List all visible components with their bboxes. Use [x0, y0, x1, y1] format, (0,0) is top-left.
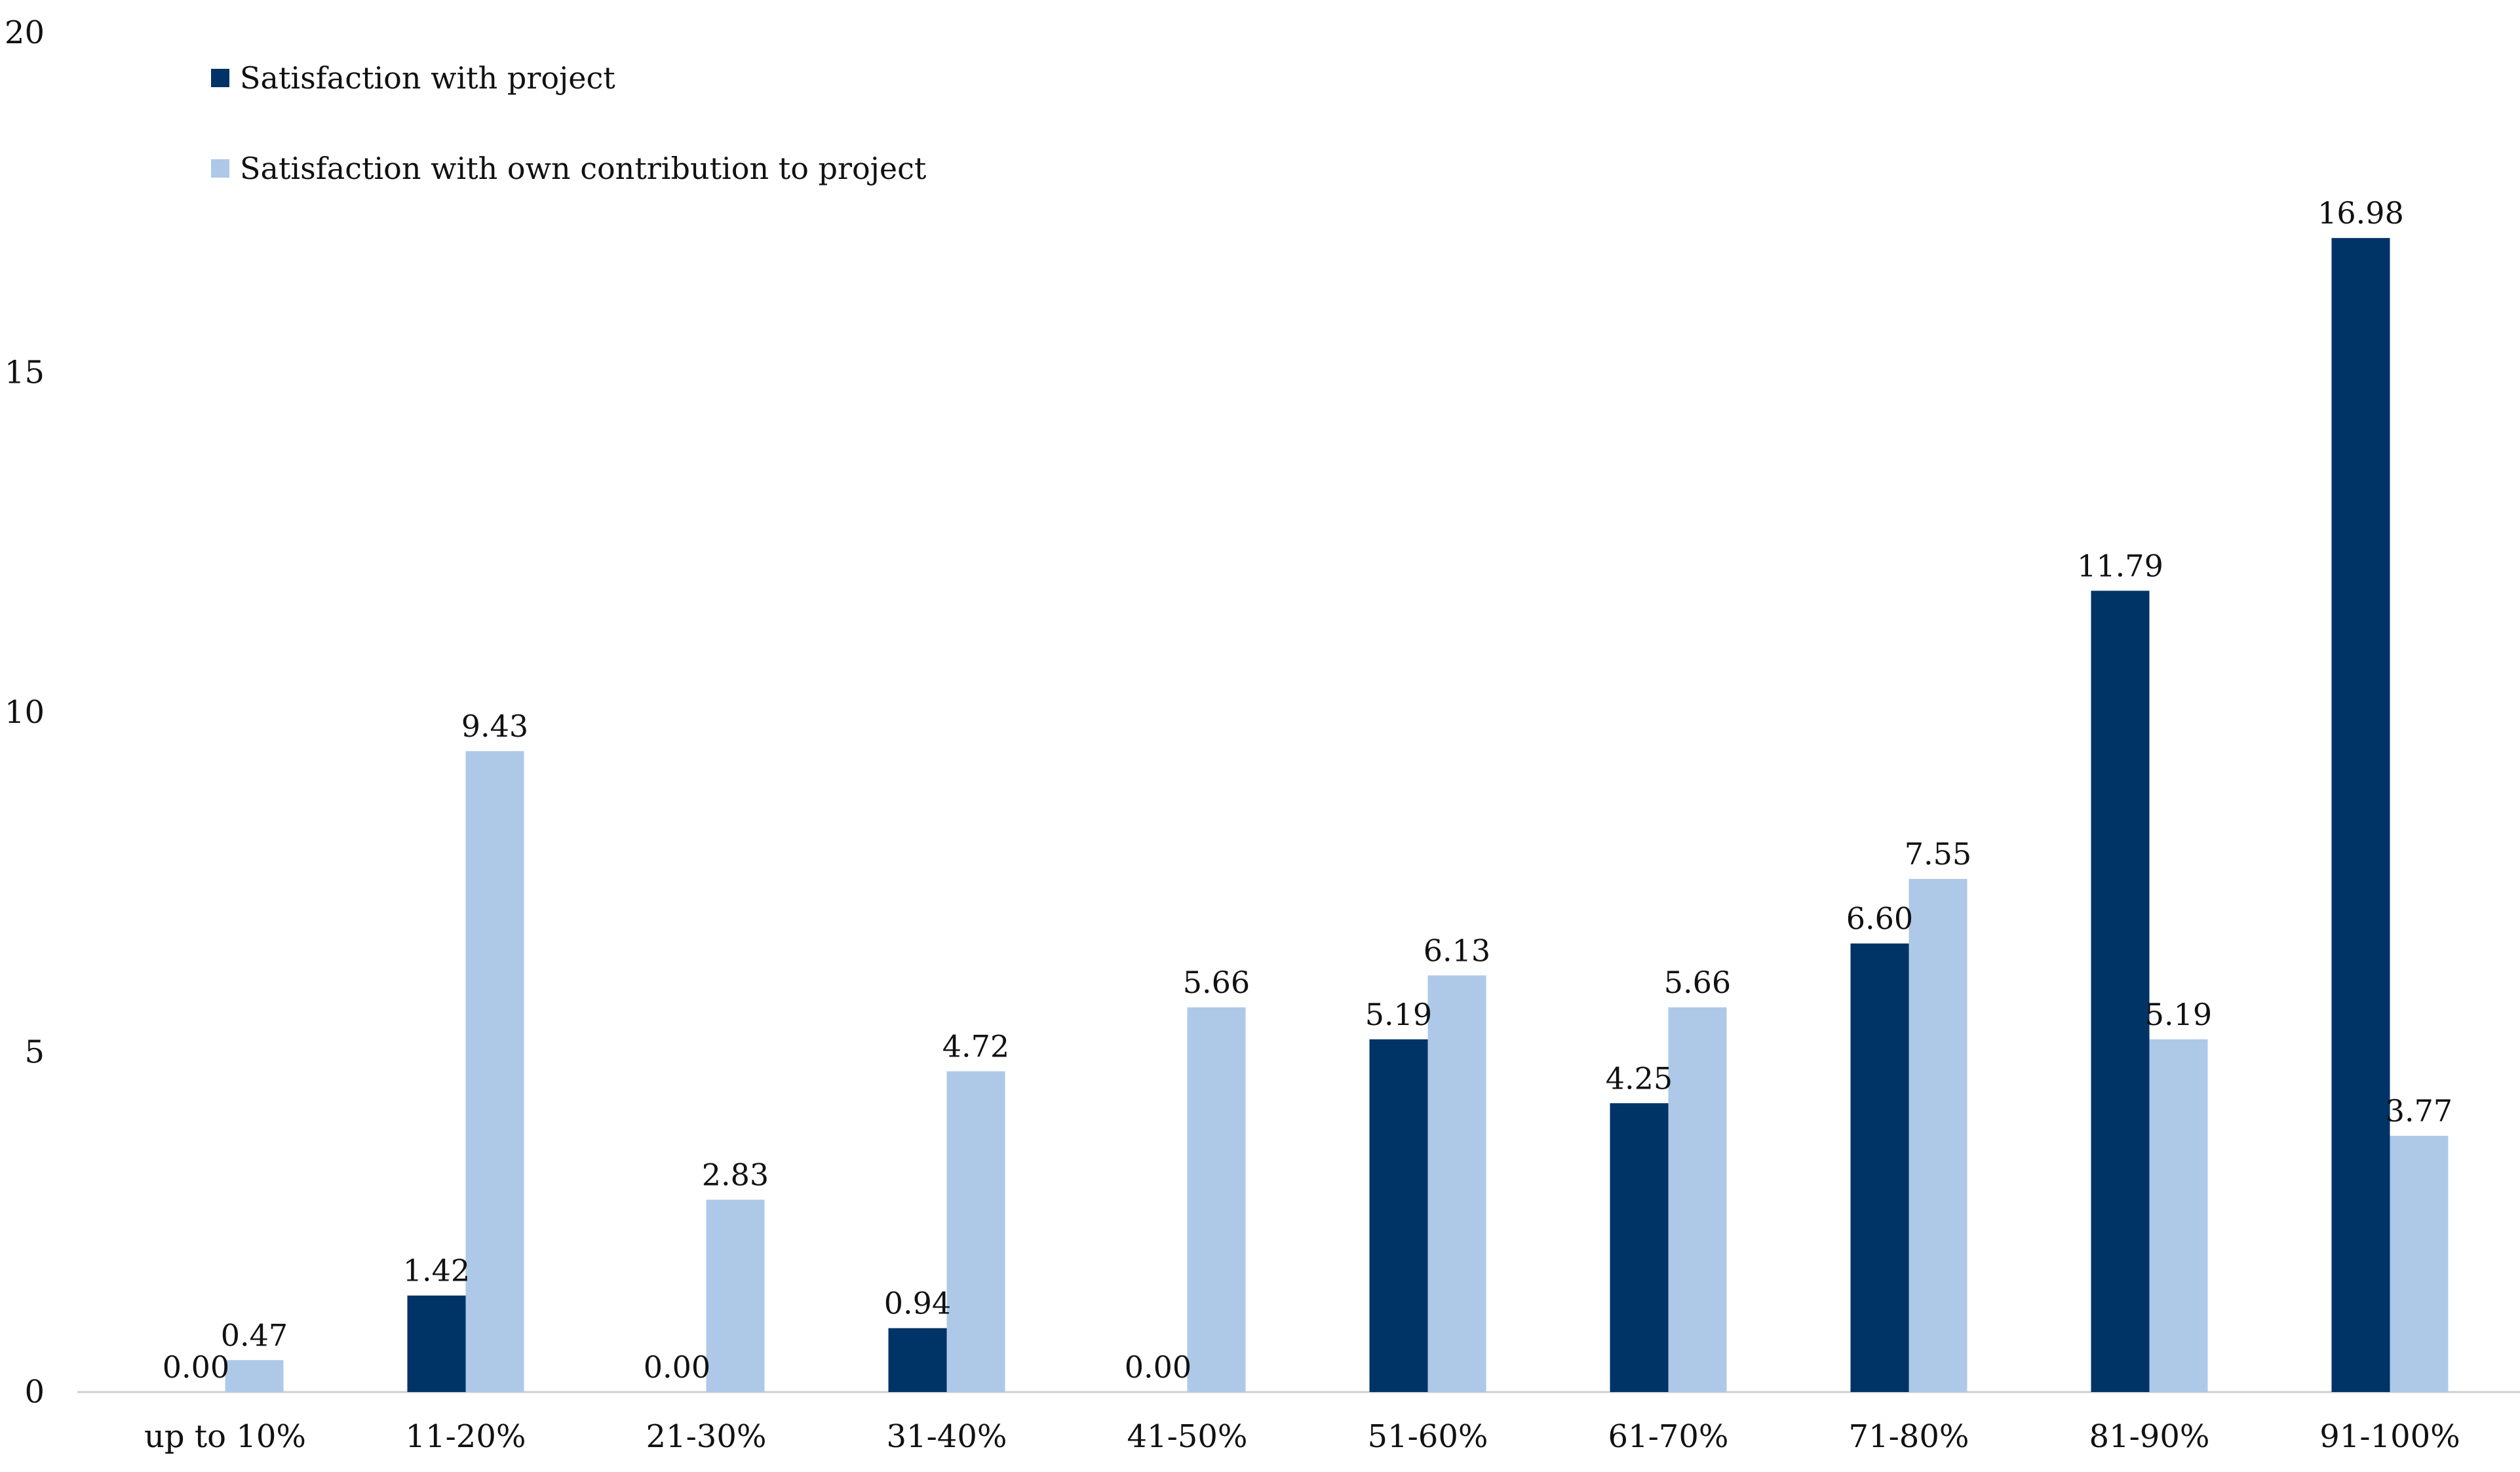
bar-project	[407, 1295, 466, 1392]
bar-project	[1369, 1039, 1428, 1392]
data-labels: 0.000.471.429.430.002.830.944.720.005.66…	[163, 195, 2452, 1385]
x-tick-label: 31-40%	[887, 1418, 1007, 1455]
x-tick-label: 81-90%	[2089, 1418, 2210, 1455]
y-tick-label: 15	[5, 355, 45, 391]
x-tick-label: 71-80%	[1849, 1418, 1969, 1455]
bar-project	[888, 1328, 947, 1392]
data-label-own-contribution: 5.66	[1183, 965, 1250, 1000]
data-label-own-contribution: 0.47	[221, 1317, 288, 1353]
data-label-own-contribution: 5.19	[2145, 997, 2212, 1032]
y-tick-label: 20	[5, 14, 45, 51]
legend-label-own-contribution: Satisfaction with own contribution to pr…	[240, 151, 927, 186]
x-tick-label: 91-100%	[2319, 1418, 2460, 1455]
data-label-project: 5.19	[1365, 997, 1432, 1032]
bar-own-contribution	[1909, 879, 1968, 1392]
bar-own-contribution	[1668, 1007, 1727, 1392]
y-tick-label: 0	[24, 1374, 45, 1410]
bar-own-contribution	[465, 751, 524, 1392]
data-label-own-contribution: 3.77	[2386, 1093, 2452, 1129]
data-label-own-contribution: 5.66	[1664, 965, 1731, 1000]
legend-label-project: Satisfaction with project	[240, 60, 615, 96]
bar-project	[2331, 238, 2390, 1392]
data-label-project: 6.60	[1846, 901, 1913, 937]
bar-own-contribution	[706, 1199, 765, 1392]
data-label-own-contribution: 9.43	[461, 708, 528, 744]
bar-own-contribution	[1427, 975, 1486, 1392]
bar-own-contribution	[2390, 1136, 2449, 1392]
data-label-own-contribution: 2.83	[702, 1157, 769, 1193]
data-label-project: 0.00	[1125, 1349, 1192, 1385]
x-tick-label: 61-70%	[1608, 1418, 1729, 1455]
bar-project	[2091, 591, 2150, 1393]
y-tick-label: 10	[5, 694, 45, 731]
data-label-own-contribution: 4.72	[942, 1029, 1009, 1064]
bar-own-contribution	[1187, 1007, 1246, 1392]
legend-swatch-project	[211, 69, 229, 87]
bar-project	[1850, 943, 1909, 1392]
data-label-own-contribution: 6.13	[1424, 933, 1490, 968]
bars	[225, 238, 2449, 1393]
x-tick-label: 11-20%	[406, 1418, 526, 1455]
data-label-project: 4.25	[1606, 1060, 1673, 1096]
legend-item-project: Satisfaction with project	[211, 55, 926, 101]
data-label-project: 1.42	[403, 1253, 470, 1288]
data-label-project: 11.79	[2077, 548, 2163, 583]
x-tick-label: up to 10%	[144, 1418, 306, 1455]
legend-item-own-contribution: Satisfaction with own contribution to pr…	[211, 145, 926, 191]
x-tick-label: 41-50%	[1127, 1418, 1248, 1455]
bar-own-contribution	[946, 1071, 1005, 1392]
bar-own-contribution	[225, 1360, 284, 1392]
data-label-own-contribution: 7.55	[1905, 836, 1971, 872]
data-label-project: 16.98	[2317, 195, 2404, 231]
legend-swatch-own-contribution	[211, 159, 229, 178]
data-label-project: 0.94	[884, 1286, 951, 1321]
x-tick-label: 51-60%	[1368, 1418, 1488, 1455]
bar-own-contribution	[2149, 1039, 2208, 1392]
y-axis-ticks: 0 5 10 15 20	[5, 14, 45, 1410]
data-label-project: 0.00	[644, 1349, 710, 1385]
legend: Satisfaction with project Satisfaction w…	[211, 55, 926, 236]
x-axis-ticks: up to 10% 11-20% 21-30% 31-40% 41-50% 51-60% 6…	[144, 1418, 2460, 1455]
data-label-project: 0.00	[163, 1349, 229, 1385]
bar-project	[1610, 1103, 1669, 1392]
y-tick-label: 5	[24, 1034, 45, 1071]
x-tick-label: 21-30%	[646, 1418, 767, 1455]
